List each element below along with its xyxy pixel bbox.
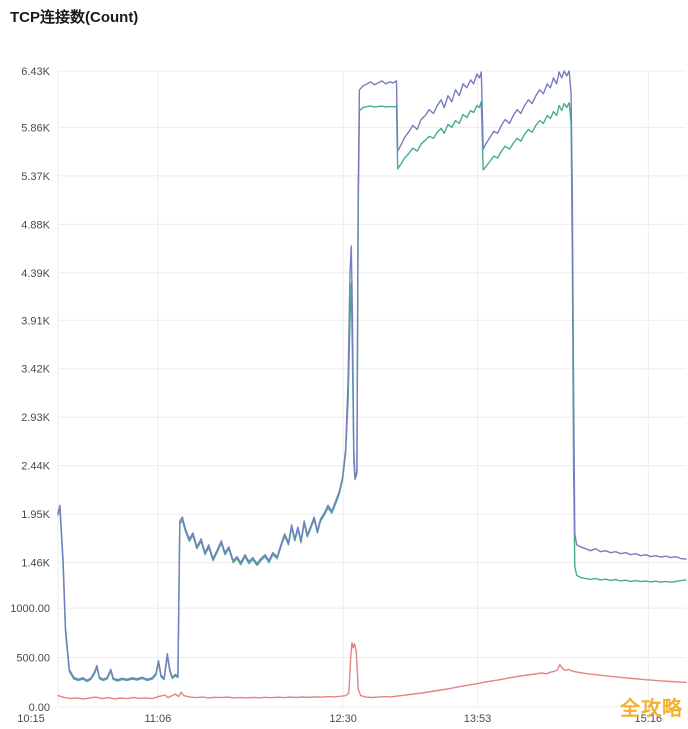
y-axis-tick-label: 500.00: [16, 653, 50, 665]
y-axis-tick-label: 6.43K: [21, 66, 50, 78]
watermark-text: 全攻略: [620, 698, 683, 720]
y-axis-tick-label: 1000.00: [10, 603, 50, 615]
chart-title: TCP连接数(Count): [10, 9, 139, 26]
y-axis-tick-label: 4.88K: [21, 219, 50, 231]
x-axis-tick-label: 10:15: [17, 713, 45, 725]
tcp-connections-green-line: [57, 100, 687, 683]
y-axis-tick-label: 5.86K: [21, 122, 50, 134]
y-axis-tick-label: 2.44K: [21, 461, 50, 473]
y-axis-tick-label: 1.46K: [21, 558, 50, 570]
y-axis-tick-label: 2.93K: [21, 412, 50, 424]
x-axis-tick-label: 15:16: [635, 713, 663, 725]
x-axis-tick-label: 13:53: [464, 713, 492, 725]
y-axis-tick-label: 1.95K: [21, 509, 50, 521]
tcp-connections-purple-line: [57, 70, 687, 681]
x-axis-tick-label: 11:06: [144, 713, 171, 725]
y-axis-tick-label: 5.37K: [21, 171, 50, 183]
x-axis-tick-label: 12:30: [329, 713, 357, 725]
y-axis-tick-label: 4.39K: [21, 268, 50, 280]
tcp-connections-red-line: [57, 642, 687, 700]
y-axis-tick-label: 3.42K: [21, 364, 50, 376]
y-axis-tick-label: 0.00: [29, 702, 50, 714]
y-axis-tick-label: 3.91K: [21, 315, 50, 327]
